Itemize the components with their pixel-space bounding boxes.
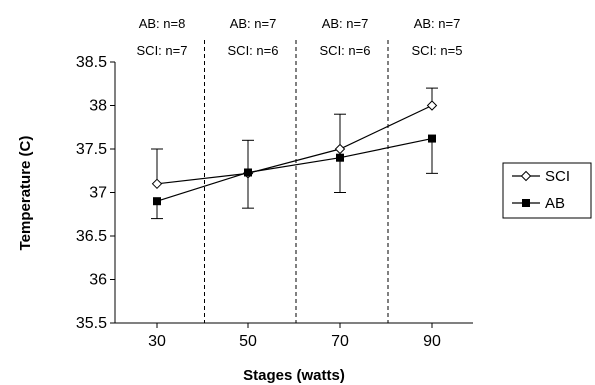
y-tick-label: 38 [89,98,107,115]
x-tick-label: 30 [148,333,166,350]
series-lines [156,104,433,202]
legend-label-ab: AB [545,195,565,212]
data-point-ab [244,168,252,177]
y-ticks: 38.5 38 37.5 37 36.5 36 35.5 [76,54,115,332]
y-tick-label: 37 [89,185,107,202]
x-tick-label: 70 [331,333,349,350]
annotation-ab: AB: n=7 [322,16,369,31]
y-tick-label: 37.5 [76,141,107,158]
sample-size-annotations: AB: n=8 SCI: n=7 AB: n=7 SCI: n=6 AB: n=7 SCI… [137,16,463,58]
data-point-ab [428,134,436,143]
axes [114,62,473,324]
legend-marker-sci [520,170,532,182]
annotation-sci: SCI: n=6 [320,43,371,58]
x-tick-label: 50 [239,333,257,350]
annotation-sci: SCI: n=7 [137,43,188,58]
series-line-ab [156,137,433,202]
data-point-ab [336,153,344,162]
y-tick-label: 36 [89,272,107,289]
error-bars [151,87,438,220]
data-point-ab [153,197,161,206]
annotation-sci: SCI: n=5 [412,43,463,58]
y-axis-label: Temperature (C) [17,136,34,251]
series-markers [151,100,438,206]
annotation-sci: SCI: n=6 [228,43,279,58]
legend: SCI AB [502,162,592,219]
y-tick-label: 38.5 [76,54,107,71]
x-axis-label: Stages (watts) [243,367,345,384]
stage-dividers [204,40,389,323]
data-point-sci [151,178,163,190]
legend-label-sci: SCI [545,168,570,185]
data-point-sci [426,100,438,111]
x-tick-label: 90 [423,333,441,350]
annotation-ab: AB: n=7 [414,16,461,31]
annotation-ab: AB: n=7 [230,16,277,31]
x-ticks: 30 50 70 90 [148,323,441,350]
data-point-sci [334,143,346,155]
y-tick-label: 35.5 [76,315,107,332]
series-line-sci [156,104,433,185]
y-tick-label: 36.5 [76,228,107,245]
legend-marker-ab [522,199,530,207]
annotation-ab: AB: n=8 [139,16,186,31]
legend-box [502,162,592,219]
